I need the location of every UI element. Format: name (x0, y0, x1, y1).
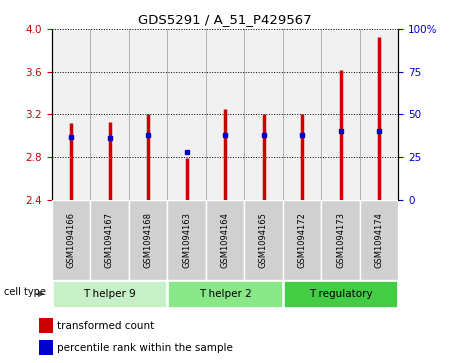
Text: GSM1094165: GSM1094165 (259, 212, 268, 268)
Bar (206, 200, 244, 280)
Bar (321, 29, 360, 200)
Text: T regulatory: T regulatory (309, 289, 372, 299)
Bar (52, 29, 90, 200)
Bar (167, 200, 206, 280)
Text: GSM1094166: GSM1094166 (67, 212, 76, 268)
Bar (321, 200, 360, 280)
Text: GSM1094164: GSM1094164 (220, 212, 230, 268)
Bar (167, 29, 206, 200)
Bar (283, 29, 321, 200)
Bar (39, 340, 53, 355)
Bar (244, 200, 283, 280)
Text: T helper 2: T helper 2 (198, 289, 252, 299)
Bar (39, 318, 53, 333)
Bar (52, 200, 90, 280)
Bar (90, 200, 129, 280)
Text: cell type: cell type (4, 287, 46, 297)
Bar (283, 200, 321, 280)
Bar (129, 200, 167, 280)
Text: GSM1094163: GSM1094163 (182, 212, 191, 268)
Text: GSM1094174: GSM1094174 (374, 212, 383, 268)
Bar (206, 29, 244, 200)
Text: GSM1094173: GSM1094173 (336, 212, 345, 268)
Text: GSM1094168: GSM1094168 (144, 212, 153, 268)
Text: GSM1094172: GSM1094172 (297, 212, 306, 268)
Text: T helper 9: T helper 9 (83, 289, 136, 299)
Bar (90, 29, 129, 200)
Text: transformed count: transformed count (57, 321, 154, 331)
Bar (244, 29, 283, 200)
Bar (53, 281, 166, 307)
Bar (360, 29, 398, 200)
Bar (129, 29, 167, 200)
Text: percentile rank within the sample: percentile rank within the sample (57, 343, 233, 352)
Text: GSM1094167: GSM1094167 (105, 212, 114, 268)
Text: GDS5291 / A_51_P429567: GDS5291 / A_51_P429567 (138, 13, 312, 26)
Bar (168, 281, 282, 307)
Bar (360, 200, 398, 280)
Bar (284, 281, 397, 307)
